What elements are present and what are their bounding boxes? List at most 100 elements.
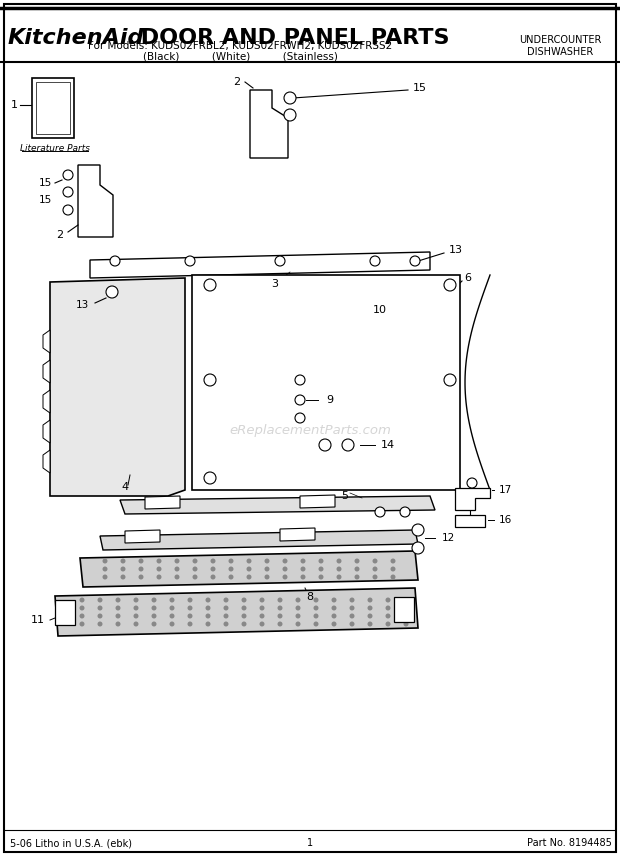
Circle shape (265, 574, 270, 580)
Circle shape (355, 567, 360, 572)
Circle shape (133, 621, 138, 627)
Circle shape (386, 614, 391, 619)
Circle shape (102, 567, 107, 572)
Circle shape (115, 614, 120, 619)
Text: UNDERCOUNTER: UNDERCOUNTER (519, 35, 601, 45)
Circle shape (174, 574, 180, 580)
Circle shape (368, 614, 373, 619)
Text: DOOR AND PANEL PARTS: DOOR AND PANEL PARTS (133, 28, 450, 48)
Circle shape (296, 605, 301, 610)
Text: 2: 2 (234, 77, 241, 87)
Circle shape (295, 375, 305, 385)
Polygon shape (300, 495, 335, 508)
Circle shape (247, 574, 252, 580)
Circle shape (355, 558, 360, 563)
Circle shape (332, 597, 337, 603)
Circle shape (151, 621, 156, 627)
Circle shape (332, 621, 337, 627)
Text: 4: 4 (122, 482, 128, 492)
Polygon shape (125, 530, 160, 543)
Circle shape (115, 605, 120, 610)
Polygon shape (55, 588, 418, 636)
Circle shape (174, 567, 180, 572)
Circle shape (278, 605, 283, 610)
Circle shape (138, 558, 143, 563)
Circle shape (133, 605, 138, 610)
Text: .: . (127, 28, 135, 48)
Circle shape (319, 439, 331, 451)
Polygon shape (78, 165, 113, 237)
Circle shape (174, 558, 180, 563)
Circle shape (63, 187, 73, 197)
Polygon shape (43, 360, 50, 383)
Circle shape (332, 605, 337, 610)
Circle shape (211, 558, 216, 563)
Circle shape (110, 256, 120, 266)
Circle shape (301, 567, 306, 572)
Circle shape (410, 256, 420, 266)
Text: (Black)          (White)          (Stainless): (Black) (White) (Stainless) (143, 51, 337, 61)
Circle shape (265, 567, 270, 572)
Circle shape (278, 621, 283, 627)
Circle shape (404, 605, 409, 610)
Text: 6: 6 (464, 273, 471, 283)
Circle shape (386, 597, 391, 603)
Circle shape (350, 621, 355, 627)
Circle shape (373, 567, 378, 572)
Text: Part No. 8194485: Part No. 8194485 (527, 838, 612, 848)
Circle shape (106, 286, 118, 298)
Circle shape (187, 605, 192, 610)
Polygon shape (43, 420, 50, 443)
Circle shape (79, 621, 84, 627)
Polygon shape (100, 530, 418, 550)
Text: KitchenAid: KitchenAid (8, 28, 144, 48)
Text: 2: 2 (56, 230, 64, 240)
Circle shape (260, 605, 265, 610)
Circle shape (229, 558, 234, 563)
Circle shape (185, 256, 195, 266)
Circle shape (373, 558, 378, 563)
Circle shape (342, 439, 354, 451)
Circle shape (314, 614, 319, 619)
Circle shape (187, 621, 192, 627)
Bar (32, 78, 74, 138)
Circle shape (283, 574, 288, 580)
Polygon shape (80, 551, 418, 587)
Circle shape (332, 614, 337, 619)
Circle shape (337, 558, 342, 563)
Text: 11: 11 (31, 615, 45, 625)
Circle shape (284, 109, 296, 121)
Circle shape (391, 574, 396, 580)
Text: DISHWASHER: DISHWASHER (527, 47, 593, 57)
Text: 15: 15 (38, 195, 51, 205)
Circle shape (296, 621, 301, 627)
Circle shape (275, 256, 285, 266)
Circle shape (301, 574, 306, 580)
Circle shape (247, 558, 252, 563)
Circle shape (169, 621, 174, 627)
Circle shape (79, 614, 84, 619)
Circle shape (205, 597, 211, 603)
Polygon shape (43, 450, 50, 473)
Circle shape (370, 256, 380, 266)
Text: Literature Parts: Literature Parts (20, 144, 90, 152)
Circle shape (444, 279, 456, 291)
Circle shape (350, 597, 355, 603)
Circle shape (412, 542, 424, 554)
Circle shape (223, 621, 229, 627)
Circle shape (314, 605, 319, 610)
Circle shape (284, 92, 296, 104)
Circle shape (79, 597, 84, 603)
Circle shape (192, 567, 198, 572)
Circle shape (368, 605, 373, 610)
Circle shape (301, 558, 306, 563)
Circle shape (278, 614, 283, 619)
Circle shape (204, 374, 216, 386)
Text: eReplacementParts.com: eReplacementParts.com (229, 424, 391, 437)
Circle shape (156, 574, 161, 580)
Polygon shape (50, 278, 185, 496)
Circle shape (187, 614, 192, 619)
Circle shape (412, 524, 424, 536)
Text: For Models: KUDS02FRBL2, KUDS02FRWH2, KUDS02FRSS2: For Models: KUDS02FRBL2, KUDS02FRWH2, KU… (88, 41, 392, 51)
Circle shape (368, 597, 373, 603)
